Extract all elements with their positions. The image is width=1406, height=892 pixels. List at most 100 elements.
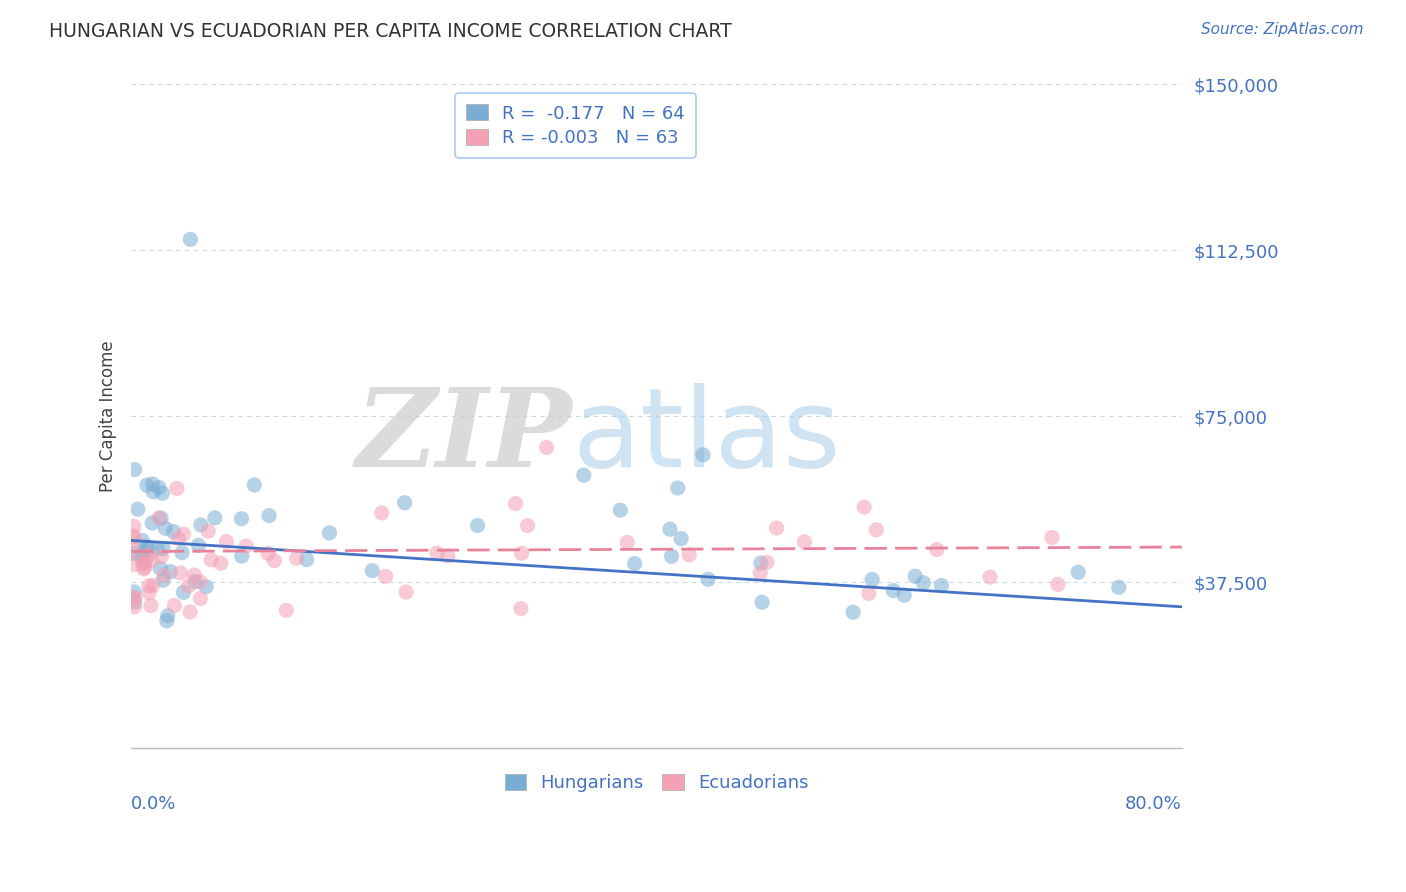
Point: [179, 605, 201, 619]
Point: [295, 552, 318, 566]
Point: [131, 549, 153, 564]
Point: [155, 521, 177, 535]
Point: [127, 502, 149, 516]
Point: [865, 523, 887, 537]
Point: [257, 508, 280, 523]
Point: [166, 482, 188, 496]
Point: [893, 588, 915, 602]
Point: [1040, 531, 1063, 545]
Point: [122, 543, 145, 558]
Point: [426, 546, 449, 560]
Point: [374, 569, 396, 583]
Point: [616, 535, 638, 549]
Point: [152, 574, 174, 588]
Point: [623, 557, 645, 571]
Point: [318, 525, 340, 540]
Text: HUNGARIAN VS ECUADORIAN PER CAPITA INCOME CORRELATION CHART: HUNGARIAN VS ECUADORIAN PER CAPITA INCOM…: [49, 22, 733, 41]
Text: Source: ZipAtlas.com: Source: ZipAtlas.com: [1201, 22, 1364, 37]
Point: [122, 558, 145, 572]
Point: [394, 496, 416, 510]
Point: [153, 568, 176, 582]
Point: [516, 518, 538, 533]
Point: [697, 572, 720, 586]
Point: [231, 512, 253, 526]
Point: [131, 556, 153, 570]
Point: [510, 546, 533, 560]
Point: [853, 500, 876, 514]
Point: [858, 586, 880, 600]
Point: [138, 579, 160, 593]
Point: [122, 529, 145, 543]
Point: [751, 595, 773, 609]
Point: [609, 503, 631, 517]
Point: [263, 554, 285, 568]
Point: [135, 478, 157, 492]
Point: [132, 545, 155, 559]
Point: [1046, 577, 1069, 591]
Point: [669, 532, 692, 546]
Point: [124, 595, 146, 609]
Point: [136, 548, 159, 562]
Point: [209, 556, 232, 570]
Point: [692, 448, 714, 462]
Point: [148, 481, 170, 495]
Point: [912, 575, 935, 590]
Point: [167, 532, 190, 546]
Point: [134, 557, 156, 571]
Y-axis label: Per Capita Income: Per Capita Income: [100, 341, 117, 492]
Point: [152, 541, 174, 556]
Point: [276, 603, 298, 617]
Text: 80.0%: 80.0%: [1125, 795, 1182, 813]
Point: [204, 511, 226, 525]
Point: [188, 574, 211, 589]
Point: [243, 478, 266, 492]
Point: [179, 232, 201, 246]
Point: [467, 518, 489, 533]
Point: [190, 591, 212, 606]
Point: [195, 580, 218, 594]
Point: [505, 497, 527, 511]
Point: [149, 561, 172, 575]
Point: [536, 441, 558, 455]
Point: [661, 549, 683, 564]
Point: [437, 549, 460, 563]
Point: [122, 531, 145, 545]
Point: [142, 476, 165, 491]
Point: [162, 524, 184, 539]
Point: [904, 569, 927, 583]
Point: [173, 527, 195, 541]
Point: [749, 556, 772, 570]
Point: [124, 591, 146, 605]
Point: [860, 573, 883, 587]
Point: [150, 549, 173, 564]
Point: [124, 585, 146, 599]
Point: [177, 579, 200, 593]
Point: [197, 524, 219, 538]
Point: [142, 578, 165, 592]
Point: [190, 517, 212, 532]
Text: 0.0%: 0.0%: [131, 795, 177, 813]
Point: [138, 541, 160, 555]
Point: [678, 548, 700, 562]
Point: [285, 551, 308, 566]
Point: [200, 552, 222, 566]
Point: [755, 555, 778, 569]
Point: [163, 599, 186, 613]
Point: [257, 547, 280, 561]
Point: [131, 533, 153, 548]
Point: [135, 540, 157, 554]
Point: [122, 546, 145, 560]
Legend: Hungarians, Ecuadorians: Hungarians, Ecuadorians: [498, 766, 815, 799]
Point: [231, 549, 253, 563]
Point: [979, 570, 1001, 584]
Point: [793, 534, 815, 549]
Point: [931, 578, 953, 592]
Point: [1108, 580, 1130, 594]
Point: [395, 585, 418, 599]
Point: [765, 521, 787, 535]
Point: [749, 566, 772, 580]
Point: [658, 522, 681, 536]
Point: [132, 562, 155, 576]
Point: [142, 484, 165, 499]
Point: [170, 546, 193, 560]
